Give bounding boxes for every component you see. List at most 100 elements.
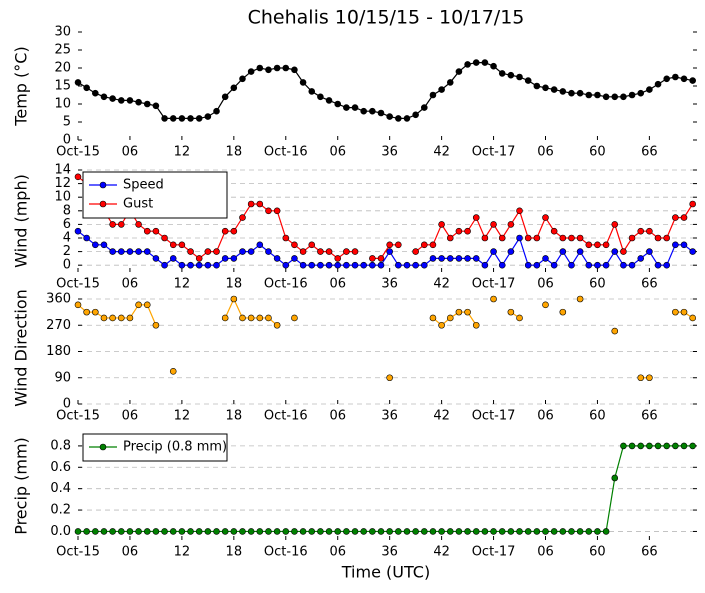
data-point [204,528,212,535]
data-point [117,221,125,228]
data-point [620,93,627,101]
data-point [351,528,359,535]
data-point [100,93,108,101]
data-point [395,261,402,269]
data-point [343,528,350,535]
data-point [386,374,393,382]
x-tick-label: 06 [122,409,139,424]
data-point [516,234,523,242]
data-point [273,207,281,215]
data-point [221,314,229,322]
y-tick-label: 30 [54,25,71,40]
data-point [663,442,670,450]
data-point [109,528,116,535]
data-point [524,261,532,269]
data-point [360,107,367,115]
data-point [498,261,506,269]
data-point [117,314,125,322]
data-point [247,528,255,535]
y-tick-label: 10 [54,97,71,112]
data-point [429,241,437,249]
y-tick-label: 10 [54,190,71,205]
data-point [689,77,696,84]
data-point [83,234,90,242]
data-point [377,109,385,117]
x-tick-label: 18 [226,545,243,560]
data-point [109,95,116,102]
data-point [273,255,281,262]
data-point [663,75,670,83]
data-point [135,248,142,255]
data-point [317,248,324,255]
data-point [507,528,515,535]
data-point [343,261,350,269]
data-point [542,214,549,221]
data-point [265,248,272,255]
data-point [187,261,194,269]
data-point [213,261,220,269]
data-point [594,528,601,535]
data-point [498,234,506,242]
data-point [195,115,203,122]
data-point [152,321,160,329]
x-tick-label: Oct-17 [472,545,516,560]
data-point [403,528,411,535]
data-point [360,261,367,269]
x-tick-label: Oct-16 [264,145,308,160]
data-point [178,241,186,249]
data-point [429,91,437,99]
y-tick-label: 0.0 [50,524,71,539]
data-point [420,261,428,269]
data-point [446,314,454,322]
data-point [325,528,333,535]
x-tick-label: Oct-15 [56,145,100,160]
data-point [317,261,324,269]
data-point [646,86,653,93]
data-point [291,241,298,249]
data-point [213,248,220,255]
x-tick-label: 12 [174,145,191,160]
data-point [481,528,489,535]
data-point [464,255,471,262]
data-point [325,248,333,255]
y-tick-label: 0.2 [50,503,71,518]
data-point [135,221,142,228]
data-point [265,314,272,322]
y-tick-label: 6 [63,217,71,232]
x-tick-label: 12 [174,409,191,424]
data-point [117,248,125,255]
data-point [507,248,515,255]
data-point [247,68,255,75]
data-point [490,528,497,535]
data-point [602,93,610,101]
data-point [559,308,567,316]
data-point [100,314,108,322]
data-point [646,442,653,450]
data-point [152,255,160,262]
data-point [282,261,290,269]
x-tick-label: 18 [226,277,243,292]
data-point [256,200,264,208]
series-line [77,62,693,119]
data-point [187,528,194,535]
data-point [507,71,515,79]
data-point [126,314,134,322]
data-point [334,261,342,269]
data-point [628,91,636,99]
y-tick-label: 2 [63,244,71,259]
data-point [256,314,264,322]
data-point [135,528,142,535]
data-point [524,234,532,242]
data-point [143,100,151,108]
data-point [516,73,523,81]
data-point [455,308,463,316]
data-point [195,261,203,269]
x-tick-label: Oct-15 [56,545,100,560]
x-tick-label: Oct-16 [264,277,308,292]
data-point [92,89,99,97]
x-tick-label: Oct-15 [56,277,100,292]
x-tick-label: Oct-17 [472,277,516,292]
data-point [109,314,116,322]
data-point [438,321,445,329]
data-point [247,248,255,255]
